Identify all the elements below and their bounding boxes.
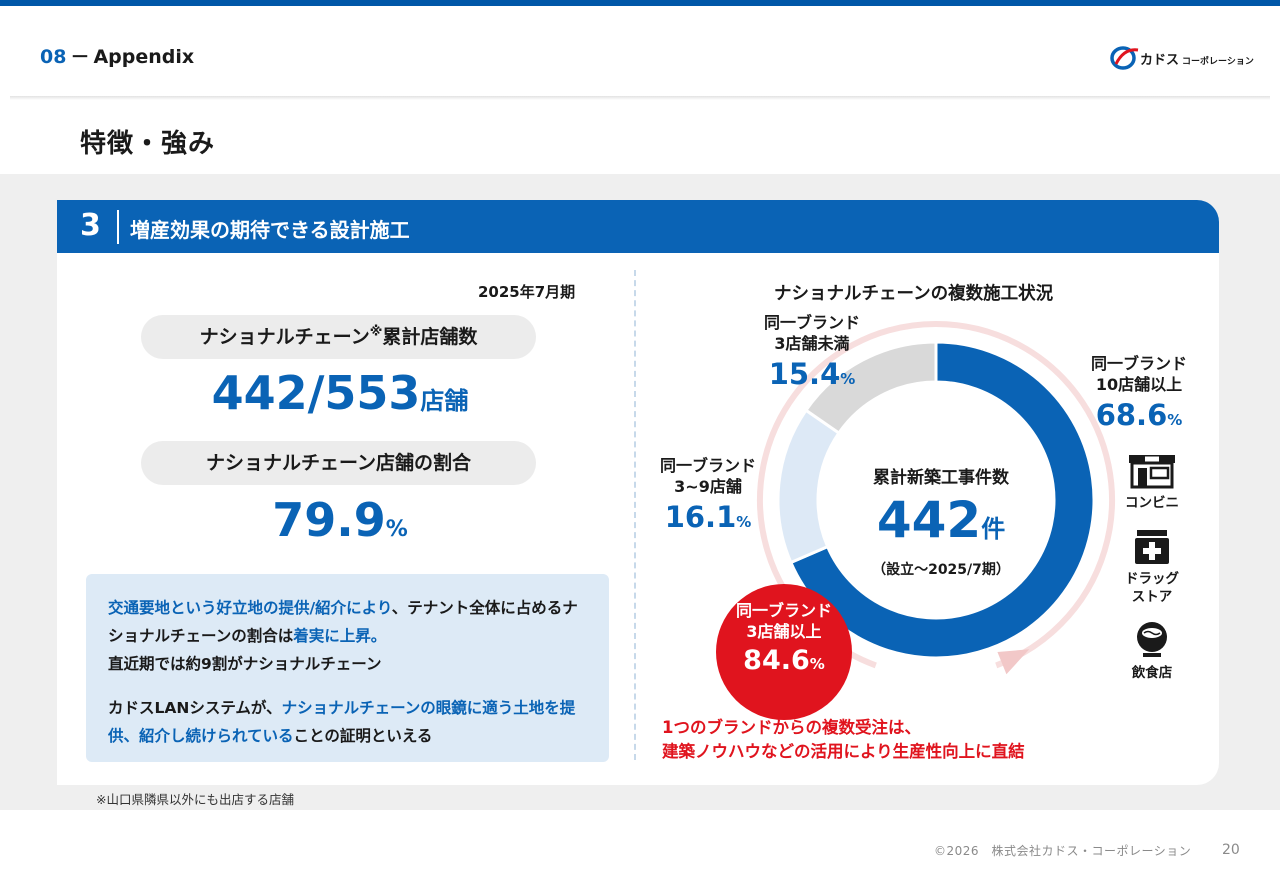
store-icon [1129,455,1175,489]
donut-slice-3to9 [776,408,841,565]
highlight-line2: 3店舗以上 [746,622,822,641]
section-dash: － [70,46,90,68]
slice-value-under3: 15.4% [768,357,856,391]
highlight-circle-3plus: 同一ブランド 3店舗以上 84.6% [716,584,852,720]
donut-background-ring [757,321,1115,675]
category-label-drugstore-2: ストア [1131,589,1173,605]
section-name: Appendix [93,46,195,68]
column-divider [634,270,636,760]
desc-p1-highlight-a: 交通要地という好立地の提供/紹介により [108,599,392,617]
donut-chart [757,321,1115,675]
desc-p1-text-b: 、テナント全体に占めるナショナルチェーンの割合は [108,599,578,645]
category-label-drugstore-1: ドラッグ [1125,571,1179,587]
donut-slice-10plus [788,340,1096,660]
pill1-main-text: ナショナルチェーン [199,326,370,348]
red-callout-note: 1つのブランドからの複数受注は、 建築ノウハウなどの活用により生産性向上に直結 [662,716,1025,764]
fiscal-period: 2025年7月期 [478,283,576,301]
slice-label-3to9-line2: 3~9店舗 [674,477,742,496]
stat-label-ratio: ナショナルチェーン店舗の割合 [141,441,536,485]
slice-value-10plus: 68.6% [1095,398,1183,432]
card-header-separator [117,210,119,244]
footnote: ※山口県隣県以外にも出店する店舗 [96,792,294,807]
slice-label-3to9-line1: 同一ブランド [659,456,756,475]
category-label-restaurant: 飲食店 [1131,665,1173,681]
pharmacy-icon [1135,530,1169,564]
desc-p1-text-d: 直近期では約9割がナショナルチェーン [108,655,382,673]
section-number: 08 [40,46,67,68]
stat2-unit: % [385,517,408,542]
copyright: ©2026 株式会社カドス・コーポレーション [934,844,1192,858]
red-note-line1: 1つのブランドからの複数受注は、 [662,718,921,737]
donut-slice-under3 [803,340,938,436]
chart-title: ナショナルチェーンの複数施工状況 [774,284,1054,304]
category-drugstore: ドラッグ ストア [1112,528,1192,606]
stat1-unit: 店舗 [420,387,469,415]
donut-center-value: 442件 [876,491,1006,549]
donut-center-label: 累計新築工事件数 442件 （設立～2025/7期） [852,463,1030,579]
page-title: 特徴・強み [80,129,216,159]
description-paragraph-2: カドスLANシステムが、ナショナルチェーンの眼鏡に適う土地を提供、紹介し続けられ… [108,694,587,750]
slice-label-10plus: 同一ブランド 10店舗以上 68.6% [1078,353,1200,438]
page-number: 20 [1222,842,1240,858]
donut-center-title: 累計新築工事件数 [873,468,1009,488]
section-header: 08 － Appendix [40,42,194,69]
stat2-number: 79.9 [272,493,386,547]
slice-label-under3: 同一ブランド 3店舗未満 15.4% [740,312,884,397]
red-note-line2: 建築ノウハウなどの活用により生産性向上に直結 [662,742,1025,761]
slice-label-10plus-line1: 同一ブランド [1090,354,1187,373]
svg-text:カドス: カドス [1140,53,1179,68]
desc-p2-highlight-b: ナショナルチェーンの眼鏡に適う土地を提供、紹介し続けられている [108,699,576,745]
slice-label-under3-line2: 3店舗未満 [774,334,850,353]
description-paragraph-1: 交通要地という好立地の提供/紹介により、テナント全体に占めるナショナルチェーンの… [108,594,587,678]
svg-text:コーポレーション: コーポレーション [1182,55,1254,67]
category-restaurant: 飲食店 [1112,620,1192,682]
growth-arrow-head [997,649,1030,675]
stat1-number: 442/553 [211,366,421,420]
pill1-rest-text: 累計店舗数 [382,326,478,348]
header-divider [10,96,1270,100]
donut-center-subtitle: （設立～2025/7期） [872,562,1010,578]
footnote-mark: ※ [369,324,383,340]
company-logo: カドス コーポレーション [1110,46,1254,70]
card-header [57,200,1219,253]
highlight-line1: 同一ブランド [735,601,832,620]
stat-value-cumulative-stores: 442/553店舗 [150,366,530,420]
top-accent-bar [0,0,1280,6]
card-number: 3 [80,208,101,243]
growth-arc [757,321,1115,669]
card-title: 増産効果の期待できる設計施工 [130,218,410,242]
slice-label-3to9: 同一ブランド 3~9店舗 16.1% [638,455,778,540]
desc-p2-text-c: ことの証明といえる [293,727,433,745]
category-label-convenience: コンビニ [1125,495,1179,511]
stat-value-ratio: 79.9% [150,493,530,547]
bowl-icon [1137,622,1167,657]
slice-value-3to9: 16.1% [664,500,752,534]
desc-p1-highlight-c: 着実に上昇。 [293,627,387,645]
slice-label-10plus-line2: 10店舗以上 [1095,375,1183,394]
donut-slices [776,340,1096,660]
stat-label-cumulative-stores: ナショナルチェーン※累計店舗数 [141,315,536,359]
highlight-value: 84.6% [743,645,825,676]
description-box: 交通要地という好立地の提供/紹介により、テナント全体に占めるナショナルチェーンの… [86,574,609,762]
category-convenience-store: コンビニ [1112,452,1192,512]
desc-p2-text-a: カドスLANシステムが、 [108,699,282,717]
slice-label-under3-line1: 同一ブランド [763,313,860,332]
